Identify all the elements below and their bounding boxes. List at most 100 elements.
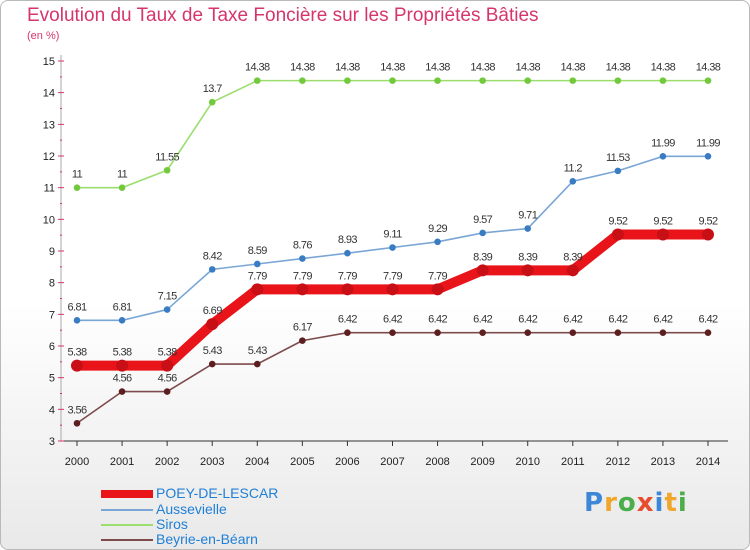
data-label: 14.38 xyxy=(606,62,631,74)
data-label: 7.79 xyxy=(428,270,447,282)
data-point xyxy=(208,360,216,368)
data-label: 14.38 xyxy=(245,62,270,74)
data-label: 6.42 xyxy=(473,314,492,326)
data-point xyxy=(389,77,396,84)
data-label: 11.99 xyxy=(651,137,675,149)
data-point xyxy=(299,337,306,344)
data-label: 14.38 xyxy=(515,62,540,74)
data-point xyxy=(389,329,396,337)
data-point xyxy=(73,419,81,427)
data-point xyxy=(73,317,81,324)
data-label: 9.52 xyxy=(698,216,717,228)
data-point xyxy=(344,77,351,84)
data-point xyxy=(251,283,264,296)
data-point xyxy=(704,329,712,337)
data-point xyxy=(163,306,171,313)
proxiti-logo: Proxiti xyxy=(584,488,688,518)
x-tick-label: 2008 xyxy=(425,456,449,468)
data-label: 6.81 xyxy=(113,301,132,313)
data-point xyxy=(702,228,714,241)
y-tick-label: 15 xyxy=(43,56,55,68)
data-label: 6.42 xyxy=(608,314,627,326)
data-point xyxy=(569,329,577,337)
data-label: 3.56 xyxy=(67,404,86,416)
data-point xyxy=(476,264,489,277)
y-tick-label: 12 xyxy=(43,151,55,163)
data-point xyxy=(208,266,216,273)
x-tick-label: 2006 xyxy=(335,456,359,468)
data-point xyxy=(341,283,354,296)
data-point xyxy=(656,228,669,241)
logo-letter: i xyxy=(654,488,665,518)
data-label: 5.38 xyxy=(67,347,86,359)
y-tick-label: 14 xyxy=(43,88,55,100)
logo-letter: r xyxy=(604,488,618,518)
data-point xyxy=(524,77,532,84)
data-point xyxy=(659,77,667,84)
data-label: 14.38 xyxy=(290,62,315,74)
legend-label: Siros xyxy=(156,516,188,532)
data-label: 8.39 xyxy=(563,251,582,263)
data-label: 8.39 xyxy=(518,251,537,263)
data-point xyxy=(704,77,712,84)
y-tick-label: 10 xyxy=(43,214,55,226)
data-point xyxy=(344,249,351,257)
data-point xyxy=(524,225,532,232)
data-label: 14.38 xyxy=(380,62,405,74)
data-point xyxy=(299,255,306,262)
data-label: 5.43 xyxy=(248,345,267,357)
data-label: 14.38 xyxy=(335,62,360,74)
data-point xyxy=(434,238,441,246)
logo-letter: t xyxy=(664,488,678,518)
data-point xyxy=(206,318,219,331)
data-label: 8.42 xyxy=(203,250,222,262)
data-point xyxy=(163,166,171,174)
data-label: 7.79 xyxy=(383,270,402,282)
data-label: 6.17 xyxy=(293,322,312,334)
legend-label: Beyrie-en-Béarn xyxy=(156,531,258,547)
legend-swatch xyxy=(101,490,153,498)
data-label: 11 xyxy=(72,169,83,181)
x-tick-label: 2000 xyxy=(65,456,89,468)
data-label: 9.57 xyxy=(473,214,492,226)
data-point xyxy=(614,329,622,337)
data-point xyxy=(296,283,309,296)
logo-letter: i xyxy=(677,488,688,518)
data-point xyxy=(208,98,216,106)
data-label: 11.53 xyxy=(606,152,630,164)
data-point xyxy=(118,184,126,191)
data-point xyxy=(163,388,171,395)
data-label: 9.29 xyxy=(428,223,447,235)
data-label: 6.42 xyxy=(338,314,357,326)
data-label: 8.39 xyxy=(473,251,492,263)
x-tick-label: 2011 xyxy=(561,456,585,468)
data-label: 14.38 xyxy=(425,62,450,74)
y-tick-label: 9 xyxy=(49,246,55,258)
data-point xyxy=(479,77,486,84)
data-point xyxy=(569,178,577,185)
data-label: 9.71 xyxy=(518,210,537,222)
data-label: 9.52 xyxy=(608,216,627,228)
y-tick-label: 3 xyxy=(49,436,55,448)
x-tick-label: 2001 xyxy=(110,456,134,468)
data-point xyxy=(118,388,126,395)
data-point xyxy=(614,77,622,84)
logo-letter: o xyxy=(617,488,637,518)
data-label: 5.38 xyxy=(113,347,132,359)
x-tick-label: 2002 xyxy=(155,456,179,468)
data-label: 6.42 xyxy=(518,314,537,326)
data-point xyxy=(253,260,261,268)
data-label: 13.7 xyxy=(203,83,222,95)
data-point xyxy=(71,359,83,372)
data-label: 6.42 xyxy=(383,314,402,326)
data-label: 4.56 xyxy=(113,373,132,385)
data-label: 4.56 xyxy=(158,373,177,385)
chart-title: Evolution du Taux de Taxe Foncière sur l… xyxy=(27,5,539,26)
data-point xyxy=(73,184,81,191)
y-tick-label: 7 xyxy=(49,309,55,321)
data-point xyxy=(434,77,441,84)
legend-swatch xyxy=(101,509,153,511)
y-tick-label: 4 xyxy=(49,404,55,416)
